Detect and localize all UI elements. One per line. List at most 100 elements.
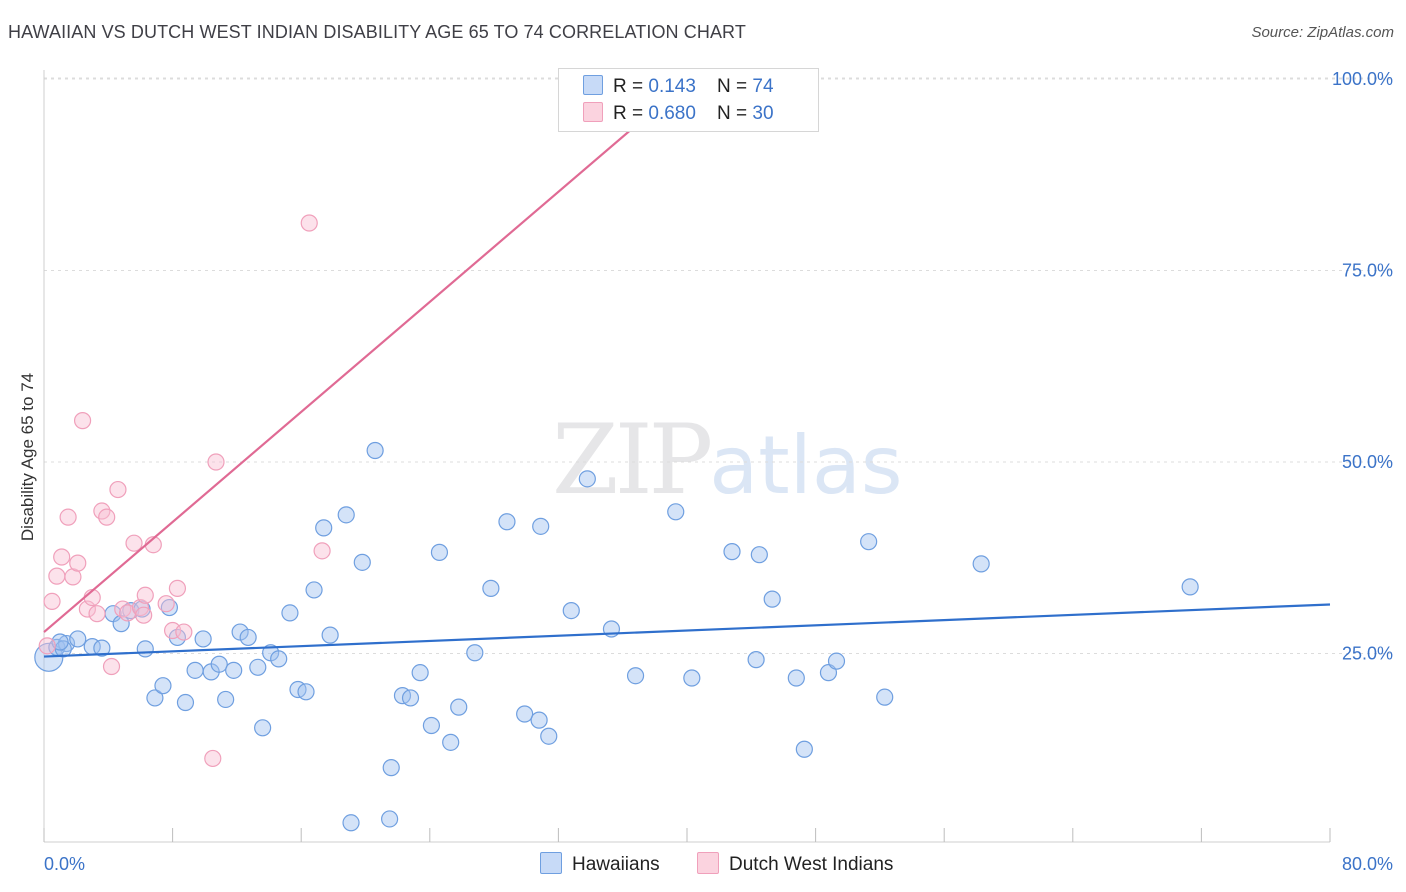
stats-legend: R = 0.143 N = 74 R = 0.680 N = 30 [558,68,819,132]
watermark-atlas: atlas [709,419,903,512]
trend-line-dutch-west-indians [43,78,691,633]
data-point-hawaiians [763,590,781,608]
data-point-hawaiians [530,711,548,729]
data-point-hawaiians [382,759,400,777]
data-point-dutch-west-indians [175,623,193,641]
data-point-hawaiians [186,661,204,679]
data-point-hawaiians [401,689,420,707]
data-point-hawaiians [194,630,212,648]
data-point-hawaiians [112,615,130,633]
data-point-dutch-west-indians [98,508,116,526]
data-point-hawaiians [342,814,360,832]
data-point-hawaiians [57,634,76,653]
data-point-hawaiians [93,639,111,657]
data-point-hawaiians [136,640,154,658]
data-point-hawaiians [516,705,534,723]
data-point-hawaiians [217,690,235,709]
data-point-hawaiians [972,555,990,573]
data-point-hawaiians [154,677,172,695]
data-point-dutch-west-indians [69,554,87,572]
data-point-hawaiians [281,604,299,622]
data-point-hawaiians [430,543,449,561]
data-point-dutch-west-indians [88,605,106,623]
data-point-hawaiians [876,688,894,706]
data-point-dutch-west-indians [135,606,153,624]
data-point-dutch-west-indians [313,542,331,560]
data-point-hawaiians [1181,578,1199,596]
y-tick-label: 50.0% [1342,452,1393,472]
data-point-hawaiians [249,658,267,676]
legend-item-dutch-west-indians: Dutch West Indians [697,852,893,876]
data-point-hawaiians [626,667,645,685]
legend-label-dutch-west-indians: Dutch West Indians [729,854,894,875]
data-point-hawaiians [366,441,384,460]
data-point-hawaiians [210,655,228,673]
legend-row-dutch-west-indians: R = 0.680 N = 30 [583,102,774,126]
data-point-hawaiians [860,533,878,551]
data-point-hawaiians [466,644,484,662]
data-point-dutch-west-indians [109,480,127,499]
data-point-hawaiians [787,669,805,687]
data-point-hawaiians [411,664,429,682]
data-point-hawaiians [69,630,87,648]
legend-swatch-hawaiians [540,852,562,874]
legend-r-label: R = [613,76,649,97]
legend-r-value: 0.680 [648,103,696,124]
data-point-hawaiians [422,716,441,735]
data-point-dutch-west-indians [102,657,121,676]
data-point-hawaiians [498,513,516,531]
data-point-dutch-west-indians [300,214,318,232]
data-point-hawaiians [321,626,339,644]
legend-n-label: N = [717,76,753,97]
y-axis-label: Disability Age 65 to 74 [18,373,37,541]
data-point-hawaiians [315,519,333,537]
data-point-hawaiians [305,581,323,599]
legend-n-value: 74 [752,76,774,97]
data-point-hawaiians [254,719,272,737]
legend-item-hawaiians: Hawaiians [540,852,660,876]
y-tick-label: 25.0% [1342,644,1393,664]
data-point-hawaiians [827,652,846,670]
data-point-hawaiians [450,698,468,716]
data-point-dutch-west-indians [59,508,77,526]
data-point-hawaiians [750,546,768,564]
data-point-hawaiians [747,651,765,669]
data-point-hawaiians [146,689,164,707]
data-point-hawaiians [540,727,558,745]
data-point-hawaiians [381,810,399,828]
x-tick-label: 80.0% [1342,854,1393,874]
data-point-hawaiians [723,543,741,561]
legend-label-hawaiians: Hawaiians [572,854,660,875]
x-tick-label: 0.0% [44,854,85,874]
data-point-hawaiians [562,602,580,620]
source-label: Source: ZipAtlas.com [1251,24,1394,41]
data-point-hawaiians [482,579,500,597]
data-point-hawaiians [270,650,288,668]
data-point-hawaiians [51,633,69,651]
data-point-dutch-west-indians [207,453,225,471]
data-point-dutch-west-indians [43,592,61,611]
data-point-dutch-west-indians [73,412,92,430]
data-point-hawaiians [239,628,257,647]
y-tick-label: 75.0% [1342,261,1393,281]
legend-swatch-dutch-west-indians [583,102,603,122]
data-point-hawaiians [683,669,701,687]
data-point-hawaiians [667,503,685,521]
data-point-dutch-west-indians [136,586,154,604]
data-point-hawaiians [795,740,813,758]
data-point-dutch-west-indians [168,579,187,597]
data-point-hawaiians [442,733,460,751]
legend-swatch-hawaiians [583,75,603,95]
data-point-dutch-west-indians [157,595,175,613]
data-point-dutch-west-indians [53,548,71,566]
chart-title: HAWAIIAN VS DUTCH WEST INDIAN DISABILITY… [8,22,746,42]
data-point-dutch-west-indians [38,637,56,655]
data-point-hawaiians [337,506,355,524]
legend-n-value: 30 [752,103,774,124]
trend-line-hawaiians [43,603,1331,658]
data-point-hawaiians [532,517,550,535]
data-point-dutch-west-indians [204,749,222,768]
watermark: ZIPatlas [552,404,903,516]
legend-r-value: 0.143 [648,76,696,97]
